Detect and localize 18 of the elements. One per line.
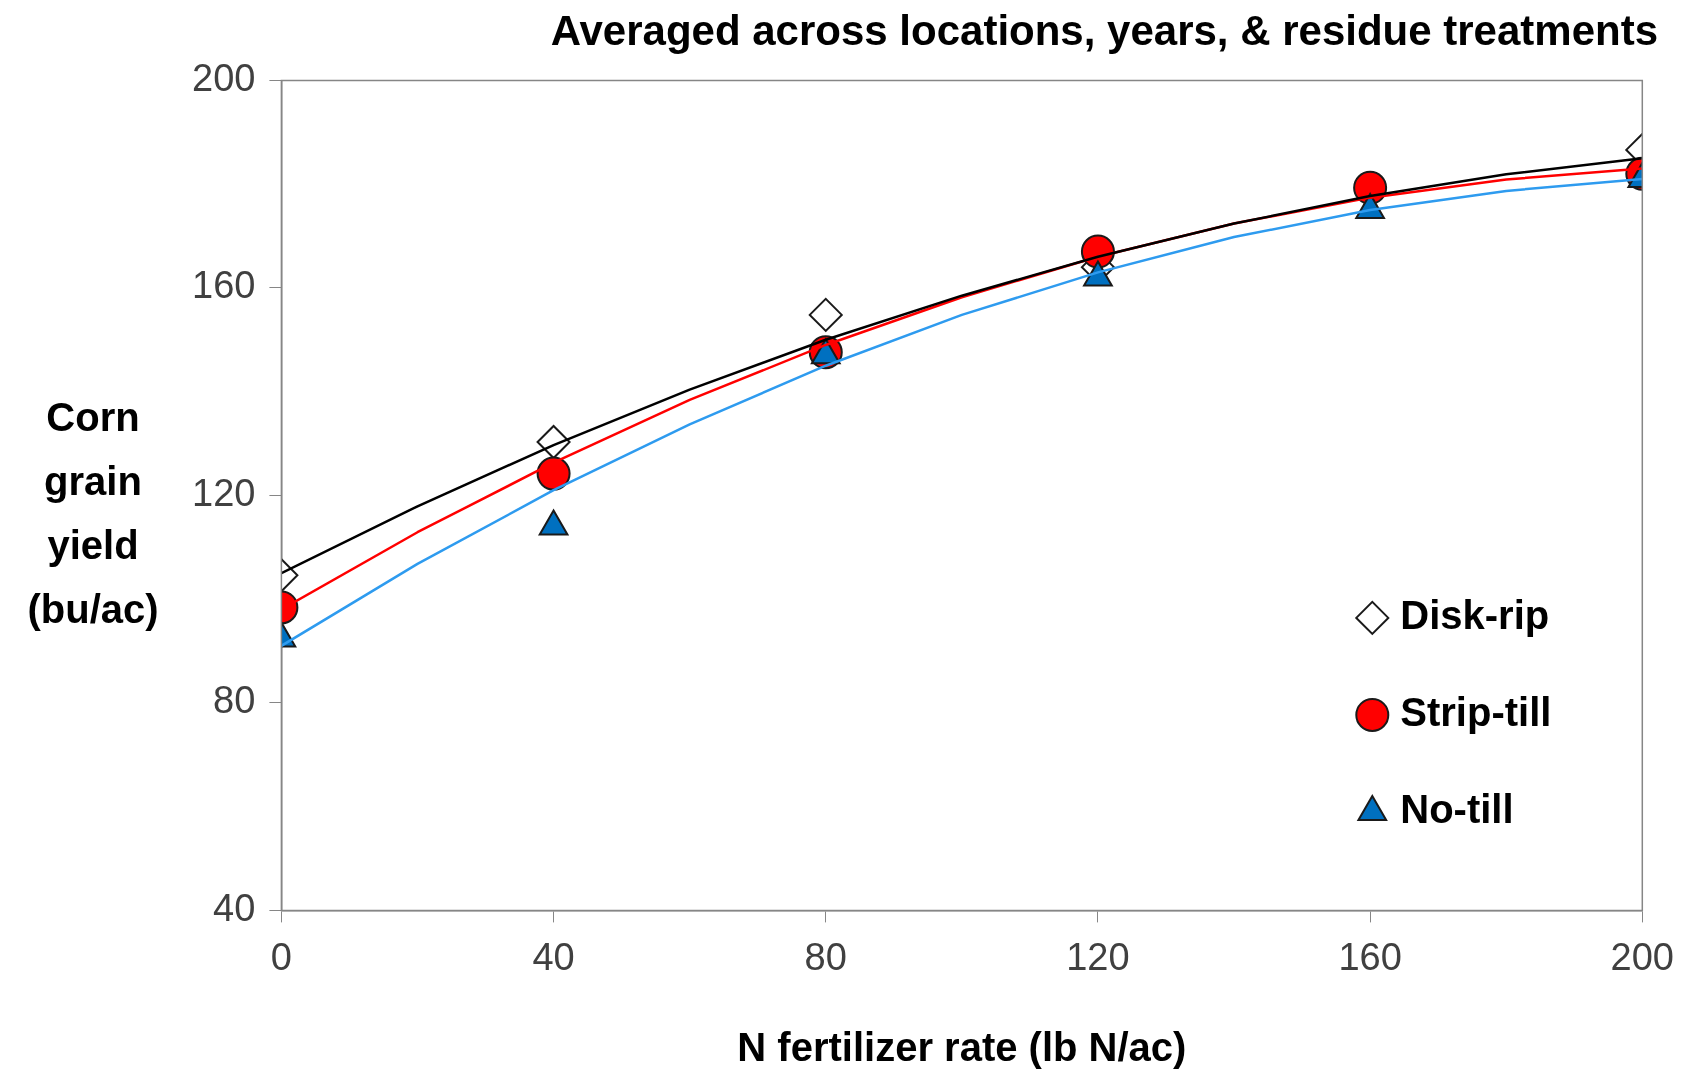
- point: [808, 297, 843, 332]
- y-tick-label: 120: [192, 471, 256, 514]
- x-tick-label: 40: [532, 935, 575, 978]
- x-tick-label: 200: [1610, 935, 1674, 978]
- chart-title: Averaged across locations, years, & residue treatments: [550, 6, 1658, 54]
- legend-label: Strip-till: [1400, 689, 1552, 734]
- y-tick-label: 200: [192, 56, 256, 99]
- x-tick-label: 120: [1066, 935, 1130, 978]
- x-tick-label: 160: [1338, 935, 1402, 978]
- legend-label: No-till: [1400, 786, 1514, 831]
- y-tick-label: 160: [192, 264, 256, 307]
- x-axis-title: N fertilizer rate (lb N/ac): [737, 1025, 1187, 1070]
- legend-label: Disk-rip: [1400, 592, 1550, 637]
- x-tick-label: 0: [270, 935, 292, 978]
- y-axis-title: Corn grain yield (bu/ac): [26, 394, 160, 633]
- x-tick-label: 80: [804, 935, 847, 978]
- y-tick-label: 40: [213, 886, 256, 929]
- y-tick-label: 80: [213, 679, 256, 722]
